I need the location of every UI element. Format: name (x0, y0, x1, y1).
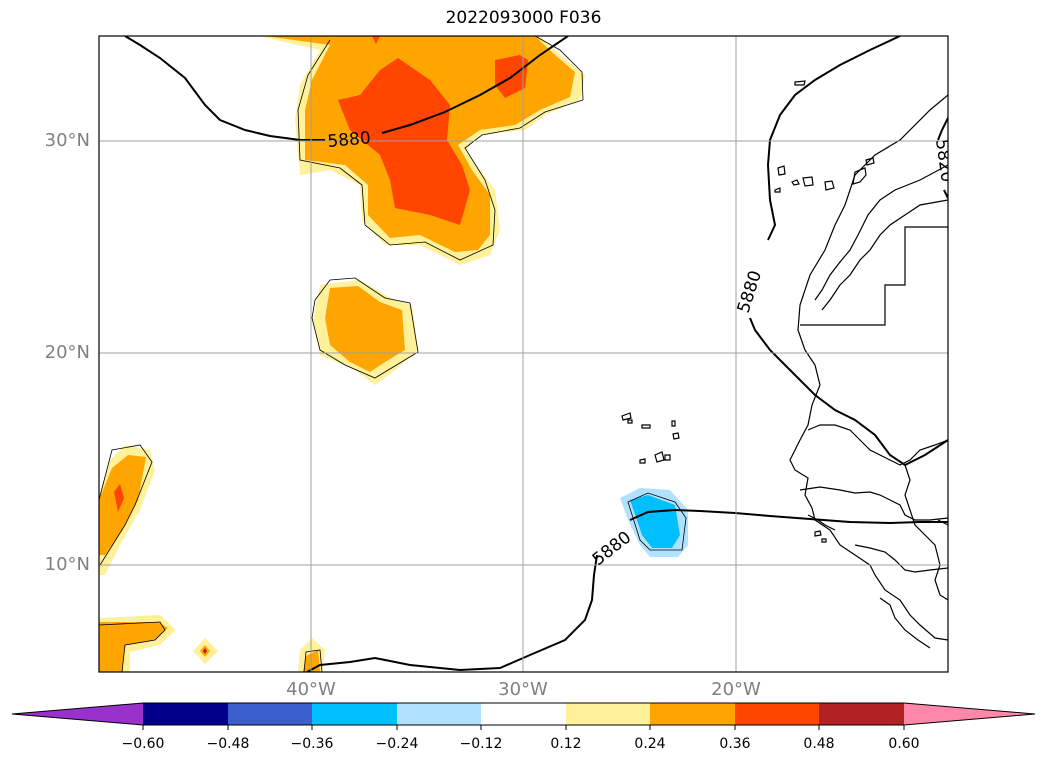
colorbar-tick-label: −0.60 (121, 736, 165, 752)
colorbar-tick-label: 0.60 (888, 736, 920, 752)
colorbar-tick-label: 0.36 (719, 736, 751, 752)
map-title: 2022093000 F036 (445, 8, 602, 28)
colorbar (11, 702, 1036, 730)
colorbar-tick-label: 0.48 (803, 736, 835, 752)
lat-label-10n: 10°N (44, 554, 90, 575)
positive-anomaly-west (99, 445, 155, 575)
colorbar-segment (650, 703, 735, 725)
colorbar-extend-max (904, 703, 1035, 725)
colorbar-segment (143, 703, 228, 725)
colorbar-segment (312, 703, 397, 725)
positive-anomaly-north (258, 36, 585, 265)
map-frame (98, 35, 949, 673)
lat-label-30n: 30°N (44, 130, 90, 151)
map-area: 5880 5880 5880 5820 (99, 36, 957, 672)
colorbar-tick-label: −0.12 (459, 736, 503, 752)
anomaly-outlines (99, 36, 687, 672)
positive-anomaly-middle (313, 280, 418, 385)
contour-label-5880-north: 5880 (327, 128, 372, 152)
lon-label-20w: 20°W (711, 679, 761, 700)
contour-label-5820: 5820 (931, 138, 957, 184)
gridlines (99, 36, 948, 672)
colorbar-tick-label: −0.36 (290, 736, 334, 752)
colorbar-segment (397, 703, 481, 725)
contour-label-5880-south: 5880 (589, 528, 635, 570)
lat-label-20n: 20°N (44, 342, 90, 363)
colorbar-ticks (142, 725, 905, 730)
colorbar-tick-label: −0.48 (206, 736, 250, 752)
height-contours (124, 36, 948, 672)
colorbar-segment (735, 703, 819, 725)
colorbar-segment (481, 703, 566, 725)
coastlines (621, 80, 948, 649)
negative-anomaly (620, 488, 688, 557)
lon-label-30w: 30°W (498, 679, 548, 700)
colorbar-tick-label: 0.12 (550, 736, 582, 752)
colorbar-segment (819, 703, 904, 725)
lon-label-40w: 40°W (286, 679, 336, 700)
colorbar-extend-min (12, 703, 143, 725)
colorbar-segment (228, 703, 312, 725)
colorbar-tick-label: −0.24 (375, 736, 419, 752)
colorbar-tick-label: 0.24 (634, 736, 666, 752)
contour-label-5880-east: 5880 (734, 268, 766, 315)
colorbar-segment (566, 703, 650, 725)
